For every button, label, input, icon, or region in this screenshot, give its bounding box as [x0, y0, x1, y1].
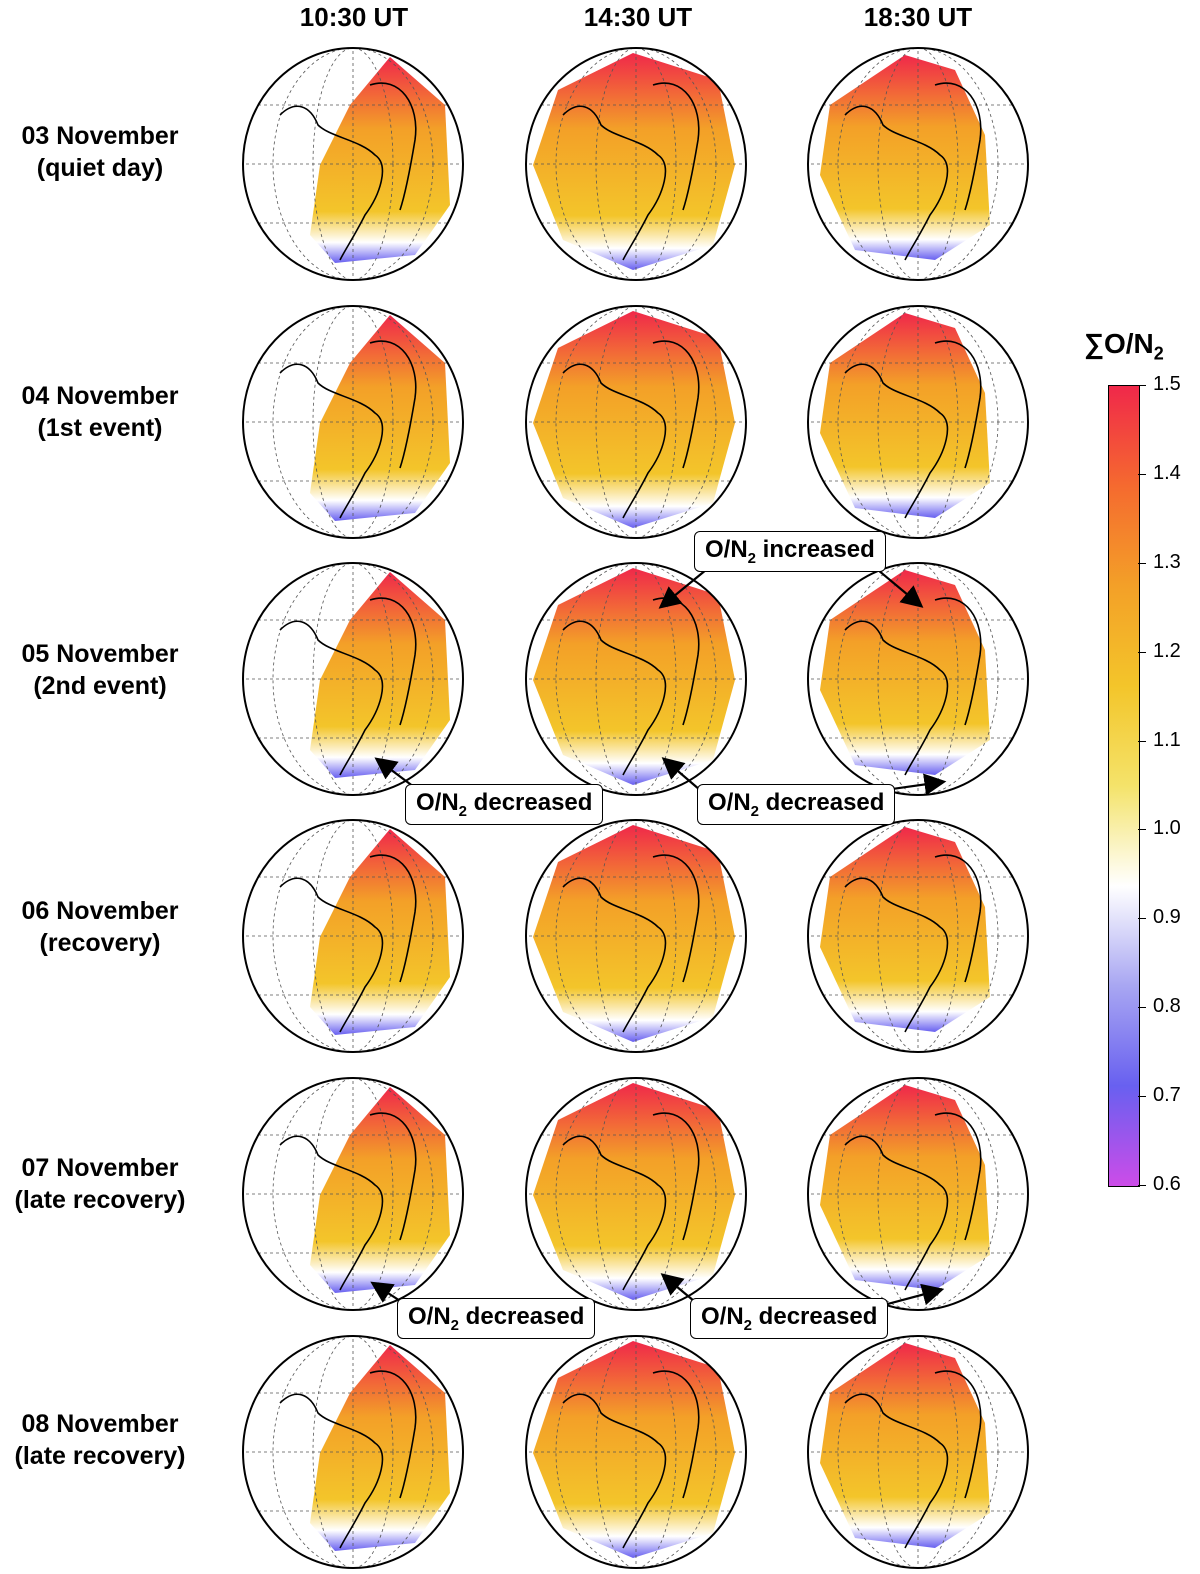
globe-map: [805, 560, 1031, 798]
callout-increased: O/N2 increased: [694, 531, 886, 572]
globe-map: [805, 1075, 1031, 1313]
row-label-08-nov: 08 November (late recovery): [14, 1410, 186, 1470]
row-label-04-nov: 04 November (1st event): [21, 382, 179, 442]
globe-map: [805, 45, 1031, 283]
globe-map: [240, 303, 466, 541]
column-title-1030: 10:30 UT: [299, 2, 409, 32]
callout-decreased-05-right: O/N2 decreased: [697, 784, 896, 825]
colorbar: [1108, 385, 1140, 1187]
callout-decreased-05-left: O/N2 decreased: [405, 784, 604, 825]
globe-map: [805, 303, 1031, 541]
globe-map: [805, 1333, 1031, 1571]
globe-map: [805, 817, 1031, 1055]
globe-map: [240, 817, 466, 1055]
colorbar-title: ∑O/N2: [1084, 328, 1164, 364]
globe-map: [523, 560, 749, 798]
globe-map: [240, 1075, 466, 1313]
globe-map: [523, 1075, 749, 1313]
column-title-1430: 14:30 UT: [583, 2, 693, 32]
row-label-03-nov: 03 November (quiet day): [21, 122, 179, 182]
row-label-05-nov: 05 November (2nd event): [21, 640, 179, 700]
column-title-1830: 18:30 UT: [863, 2, 973, 32]
globe-map: [523, 45, 749, 283]
row-label-07-nov: 07 November (late recovery): [14, 1154, 186, 1214]
callout-decreased-07-right: O/N2 decreased: [690, 1298, 889, 1339]
globe-map: [240, 560, 466, 798]
row-label-06-nov: 06 November (recovery): [21, 897, 179, 957]
arrow-decreased-05-1430: [661, 757, 701, 791]
arrow-decreased-07-1830: [879, 1283, 945, 1308]
globe-map: [523, 303, 749, 541]
arrow-increased-1430: [658, 564, 713, 609]
globe-map: [523, 817, 749, 1055]
globe-map: [240, 45, 466, 283]
callout-decreased-07-left: O/N2 decreased: [397, 1298, 596, 1339]
globe-map: [240, 1333, 466, 1571]
globe-map: [523, 1333, 749, 1571]
